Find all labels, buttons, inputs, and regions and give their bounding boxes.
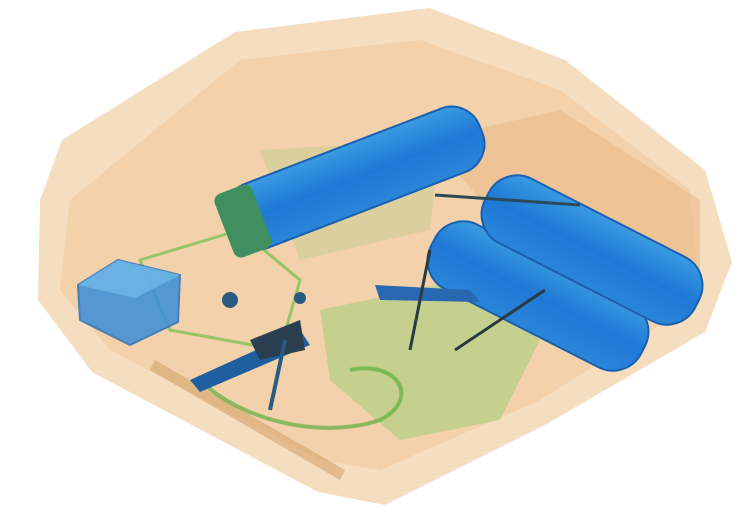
ring: [222, 292, 238, 308]
tool-head: [250, 320, 305, 360]
rod: [454, 288, 546, 352]
rod: [434, 193, 581, 207]
green-cable: [198, 366, 404, 430]
cylinder-right: [480, 174, 704, 326]
blue-box-top: [78, 260, 180, 298]
rod: [268, 339, 287, 411]
tool-2: [375, 285, 480, 302]
cylinder-top: [214, 105, 486, 258]
bag-inner: [60, 40, 700, 470]
rod: [408, 249, 432, 351]
ring: [294, 292, 306, 304]
green-object: [320, 280, 540, 440]
